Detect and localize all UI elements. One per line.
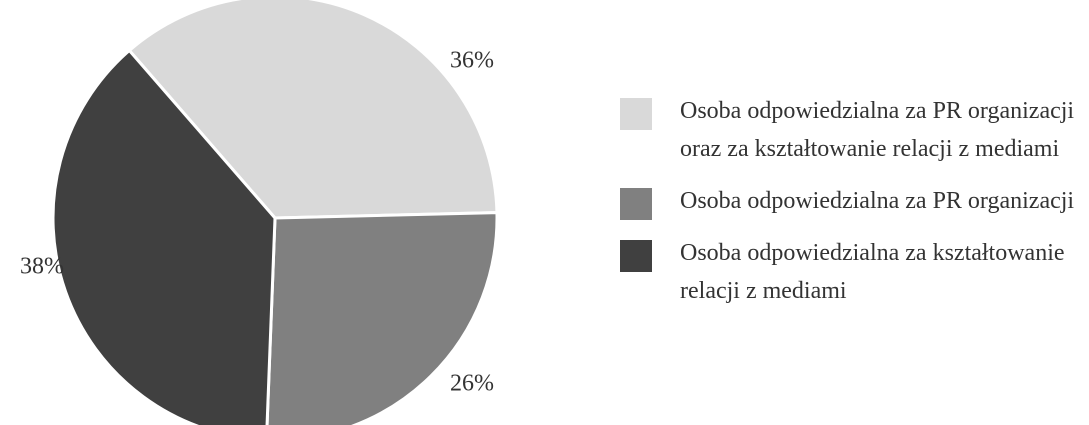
pie-slice bbox=[51, 48, 277, 425]
legend-item: Osoba odpowiedzialna za PR organizacji o… bbox=[620, 92, 1085, 168]
legend-item: Osoba odpowiedzialna za kształtowanie re… bbox=[620, 234, 1085, 310]
legend-item: Osoba odpowiedzialna za PR organizacji bbox=[620, 182, 1085, 220]
legend-label: Osoba odpowiedzialna za kształtowanie re… bbox=[680, 240, 1065, 304]
legend-label: Osoba odpowiedzialna za PR organizacji o… bbox=[680, 98, 1075, 162]
pie-slice bbox=[265, 211, 499, 425]
data-label: 36% bbox=[450, 48, 494, 74]
legend: Osoba odpowiedzialna za PR organizacji o… bbox=[620, 92, 1085, 324]
legend-swatch bbox=[620, 188, 652, 220]
legend-swatch bbox=[620, 240, 652, 272]
data-label: 26% bbox=[450, 371, 494, 397]
legend-label: Osoba odpowiedzialna za PR organizacji bbox=[680, 188, 1075, 214]
pie-slice bbox=[127, 0, 499, 220]
data-label: 38% bbox=[20, 254, 64, 280]
pie-area: 36% 26% 38% bbox=[20, 0, 499, 425]
legend-swatch bbox=[620, 98, 652, 130]
